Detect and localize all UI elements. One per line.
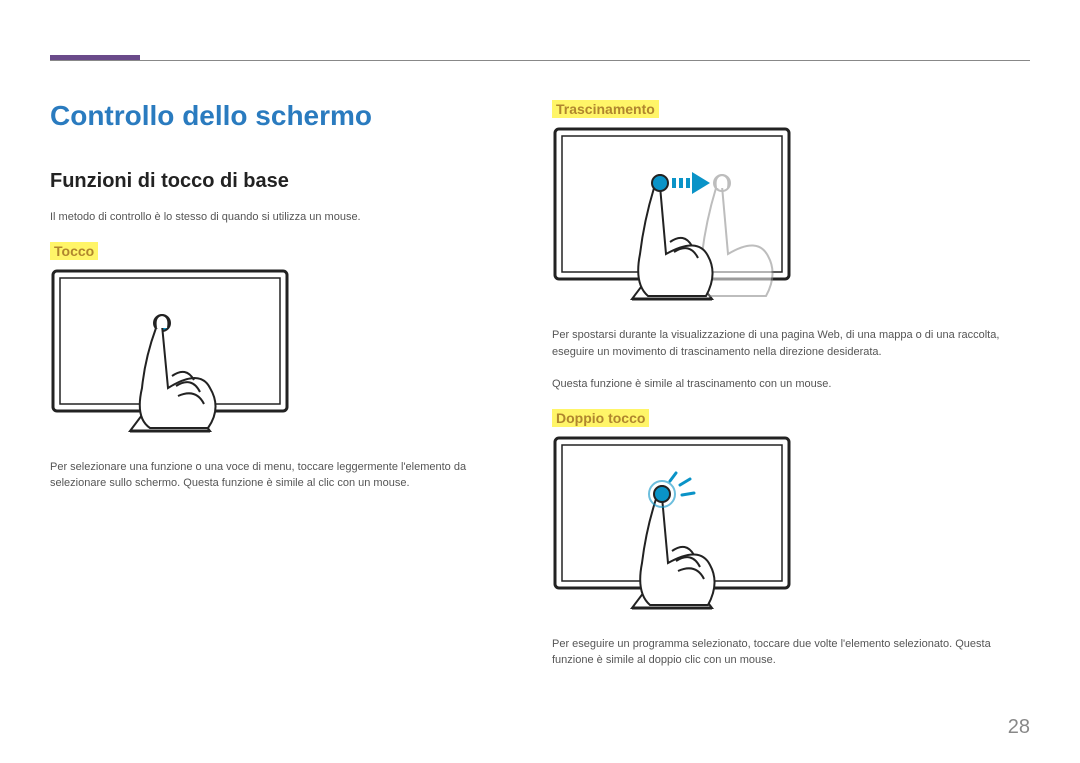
intro-text: Il metodo di controllo è lo stesso di qu… [50, 209, 520, 226]
doppio-diagram [552, 435, 1022, 620]
page-title: Controllo dello schermo [50, 100, 520, 132]
left-column: Controllo dello schermo Funzioni di tocc… [50, 100, 520, 508]
trascinamento-diagram [552, 126, 1022, 311]
tocco-desc: Per selezionare una funzione o una voce … [50, 459, 520, 492]
page-number: 28 [1008, 716, 1030, 739]
trascinamento-desc2: Questa funzione è simile al trascinament… [552, 376, 1022, 393]
doppio-heading: Doppio tocco [552, 409, 649, 427]
header-rule [50, 60, 1030, 61]
tocco-heading: Tocco [50, 242, 98, 260]
doppio-desc: Per eseguire un programma selezionato, t… [552, 636, 1022, 669]
tocco-diagram [50, 268, 520, 443]
trascinamento-heading: Trascinamento [552, 100, 659, 118]
trascinamento-desc1: Per spostarsi durante la visualizzazione… [552, 327, 1022, 360]
section-subtitle: Funzioni di tocco di base [50, 170, 520, 193]
right-column: Trascinamento [552, 100, 1022, 685]
